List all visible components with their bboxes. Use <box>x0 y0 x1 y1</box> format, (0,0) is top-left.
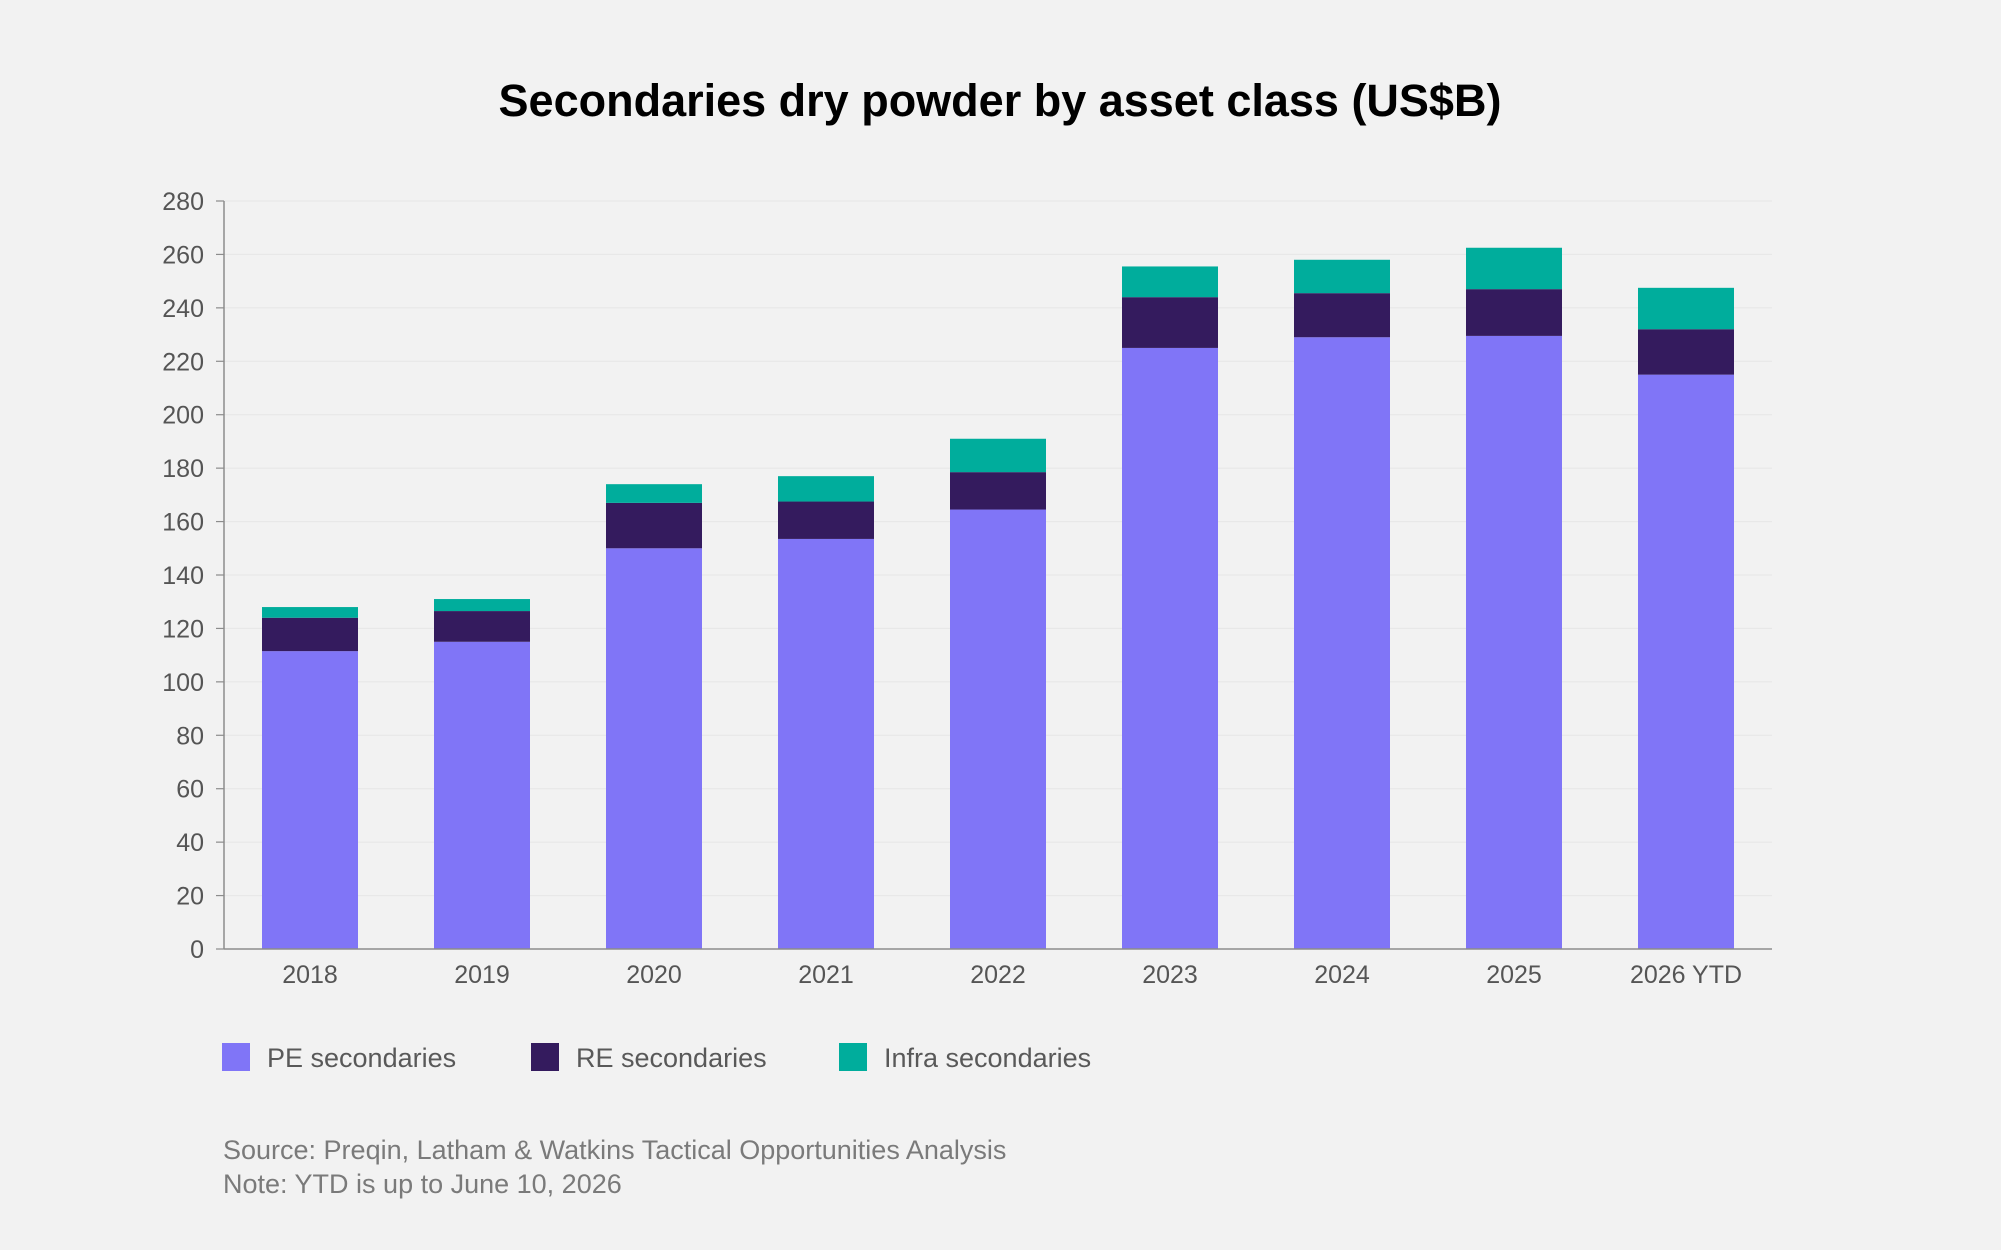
y-tick-label: 260 <box>162 241 204 269</box>
bar-segment-pe-secondaries-2021 <box>778 538 874 949</box>
y-tick-label: 140 <box>162 562 204 590</box>
bars <box>262 247 1734 950</box>
axes <box>216 200 1772 950</box>
y-tick-label: 100 <box>162 669 204 697</box>
ytd-note: Note: YTD is up to June 10, 2026 <box>223 1169 622 1199</box>
x-tick-label: 2023 <box>1142 961 1198 989</box>
x-tick-label: 2021 <box>798 961 854 989</box>
chart-title: Secondaries dry powder by asset class (U… <box>499 75 1502 126</box>
bar-segment-re-secondaries-2026-ytd <box>1638 329 1734 375</box>
bar-segment-re-secondaries-2018 <box>262 617 358 652</box>
bar-segment-re-secondaries-2024 <box>1294 293 1390 338</box>
x-tick-label: 2020 <box>626 961 682 989</box>
x-tick-label: 2024 <box>1314 961 1370 989</box>
bar-segment-re-secondaries-2020 <box>606 502 702 549</box>
x-axis-tick-labels: 2018 2019 2020 2021 2022 2023 2024 2025 2026 YTD <box>282 961 1742 989</box>
legend-label: Infra secondaries <box>884 1043 1091 1073</box>
legend-label: PE secondaries <box>267 1043 456 1073</box>
x-tick-label: 2025 <box>1486 961 1542 989</box>
x-tick-label: 2019 <box>454 961 510 989</box>
bar-segment-infra-secondaries-2019 <box>434 599 530 612</box>
y-tick-label: 160 <box>162 509 204 537</box>
bar-segment-pe-secondaries-2019 <box>434 641 530 949</box>
bar-segment-infra-secondaries-2018 <box>262 607 358 618</box>
legend: PE secondaries RE secondaries Infra second… <box>222 1043 1091 1073</box>
bar-segment-pe-secondaries-2023 <box>1122 347 1218 949</box>
bar-segment-infra-secondaries-2024 <box>1294 259 1390 294</box>
bar-segment-re-secondaries-2025 <box>1466 289 1562 336</box>
bar-segment-infra-secondaries-2023 <box>1122 266 1218 298</box>
bar-segment-re-secondaries-2019 <box>434 611 530 642</box>
bar-segment-re-secondaries-2021 <box>778 501 874 539</box>
bar-segment-infra-secondaries-2025 <box>1466 247 1562 290</box>
y-axis-tick-labels: 0 20 40 60 80 100 120 140 160 180 200 220 240 260 280 <box>162 188 204 964</box>
y-tick-label: 120 <box>162 615 204 643</box>
bar-segment-infra-secondaries-2022 <box>950 438 1046 473</box>
y-tick-label: 60 <box>176 776 204 804</box>
y-tick-label: 240 <box>162 295 204 323</box>
legend-swatch <box>222 1043 250 1071</box>
y-tick-label: 220 <box>162 348 204 376</box>
x-tick-label: 2018 <box>282 961 338 989</box>
legend-swatch <box>839 1043 867 1071</box>
y-tick-label: 40 <box>176 829 204 857</box>
y-tick-label: 20 <box>176 883 204 911</box>
bar-segment-re-secondaries-2022 <box>950 472 1046 510</box>
bar-segment-pe-secondaries-2025 <box>1466 335 1562 950</box>
bar-segment-pe-secondaries-2024 <box>1294 337 1390 949</box>
bar-segment-infra-secondaries-2020 <box>606 484 702 503</box>
bar-segment-pe-secondaries-2026-ytd <box>1638 374 1734 950</box>
x-tick-label: 2022 <box>970 961 1026 989</box>
bar-segment-pe-secondaries-2020 <box>606 548 702 949</box>
bar-segment-infra-secondaries-2026-ytd <box>1638 287 1734 330</box>
y-tick-label: 200 <box>162 402 204 430</box>
y-tick-label: 280 <box>162 188 204 216</box>
y-tick-label: 180 <box>162 455 204 483</box>
bar-segment-re-secondaries-2023 <box>1122 297 1218 348</box>
bar-segment-infra-secondaries-2021 <box>778 476 874 502</box>
legend-swatch <box>531 1043 559 1071</box>
y-tick-label: 0 <box>190 936 204 964</box>
bar-segment-pe-secondaries-2022 <box>950 509 1046 949</box>
source-note: Source: Preqin, Latham & Watkins Tactica… <box>223 1135 1006 1165</box>
bar-segment-pe-secondaries-2018 <box>262 651 358 949</box>
legend-label: RE secondaries <box>576 1043 767 1073</box>
y-tick-label: 80 <box>176 722 204 750</box>
x-tick-label: 2026 YTD <box>1630 961 1742 989</box>
